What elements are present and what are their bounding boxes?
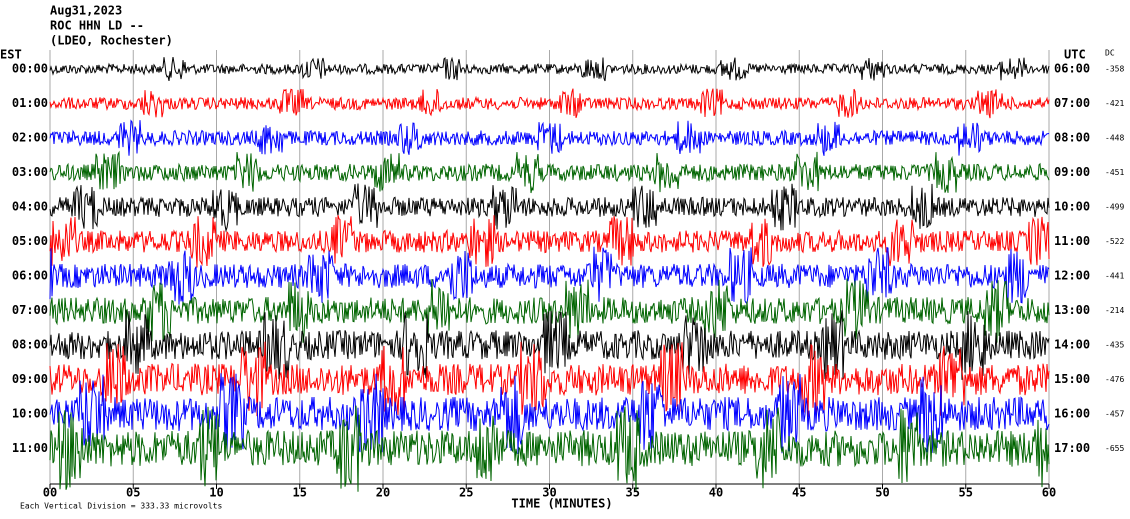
dc-label: DC xyxy=(1105,49,1115,58)
x-tick-label: 20 xyxy=(376,486,390,500)
est-time: 05:00 xyxy=(12,234,48,248)
trace xyxy=(49,88,1050,119)
utc-time: 12:00 xyxy=(1054,269,1090,283)
dc-offset: -522 xyxy=(1105,237,1124,246)
est-time: 10:00 xyxy=(12,407,48,421)
dc-offset: -655 xyxy=(1105,444,1124,453)
traces xyxy=(49,56,1050,492)
est-time: 07:00 xyxy=(12,303,48,317)
est-time: 02:00 xyxy=(12,131,48,145)
utc-time: 15:00 xyxy=(1054,372,1090,386)
utc-time: 07:00 xyxy=(1054,96,1090,110)
dc-offset: -476 xyxy=(1105,375,1124,384)
est-time: 00:00 xyxy=(12,62,48,76)
dc-offset: -214 xyxy=(1105,306,1124,315)
utc-time: 09:00 xyxy=(1054,165,1090,179)
trace xyxy=(49,341,1050,417)
utc-time: 08:00 xyxy=(1054,131,1090,145)
x-tick-label: 50 xyxy=(875,486,889,500)
x-tick-label: 00 xyxy=(43,486,57,500)
utc-label: UTC xyxy=(1064,48,1086,62)
trace xyxy=(49,119,1050,156)
est-time: 04:00 xyxy=(12,200,48,214)
est-label: EST xyxy=(0,48,22,62)
est-time: 11:00 xyxy=(12,441,48,455)
est-time: 09:00 xyxy=(12,372,48,386)
trace xyxy=(49,150,1050,194)
trace xyxy=(49,183,1050,233)
utc-time: 11:00 xyxy=(1054,234,1090,248)
station-name: (LDEO, Rochester) xyxy=(50,34,173,48)
utc-time: 10:00 xyxy=(1054,200,1090,214)
x-tick-label: 05 xyxy=(126,486,140,500)
utc-time: 13:00 xyxy=(1054,303,1090,317)
x-tick-label: 15 xyxy=(293,486,307,500)
footer-note: Each Vertical Division = 333.33 microvol… xyxy=(20,502,222,511)
dc-offset: -499 xyxy=(1105,203,1124,212)
dc-offset: -448 xyxy=(1105,134,1124,143)
x-tick-label: 30 xyxy=(542,486,556,500)
trace xyxy=(49,405,1050,492)
x-tick-label: 35 xyxy=(626,486,640,500)
dc-offset: -441 xyxy=(1105,272,1124,281)
trace xyxy=(49,246,1050,305)
trace xyxy=(49,278,1050,343)
dc-offset: -358 xyxy=(1105,65,1124,74)
utc-time: 16:00 xyxy=(1054,407,1090,421)
x-tick-label: 10 xyxy=(209,486,223,500)
trace xyxy=(49,215,1050,268)
station-code: ROC HHN LD -- xyxy=(50,19,144,33)
trace xyxy=(49,373,1050,455)
x-tick-label: 60 xyxy=(1042,486,1056,500)
trace xyxy=(49,310,1050,380)
est-time: 08:00 xyxy=(12,338,48,352)
utc-time: 06:00 xyxy=(1054,62,1090,76)
dc-offset: -451 xyxy=(1105,168,1124,177)
dc-offset: -421 xyxy=(1105,99,1124,108)
dc-offset: -457 xyxy=(1105,410,1124,419)
utc-time: 14:00 xyxy=(1054,338,1090,352)
est-time: 01:00 xyxy=(12,96,48,110)
dc-offset: -435 xyxy=(1105,341,1124,350)
x-axis-label: TIME (MINUTES) xyxy=(511,497,612,511)
x-tick-label: 55 xyxy=(959,486,973,500)
x-tick-label: 40 xyxy=(709,486,723,500)
utc-time: 17:00 xyxy=(1054,441,1090,455)
date-title: Aug31,2023 xyxy=(50,4,122,18)
x-tick-label: 45 xyxy=(792,486,806,500)
est-time: 03:00 xyxy=(12,165,48,179)
x-tick-label: 25 xyxy=(459,486,473,500)
est-time: 06:00 xyxy=(12,269,48,283)
trace xyxy=(49,56,1050,82)
